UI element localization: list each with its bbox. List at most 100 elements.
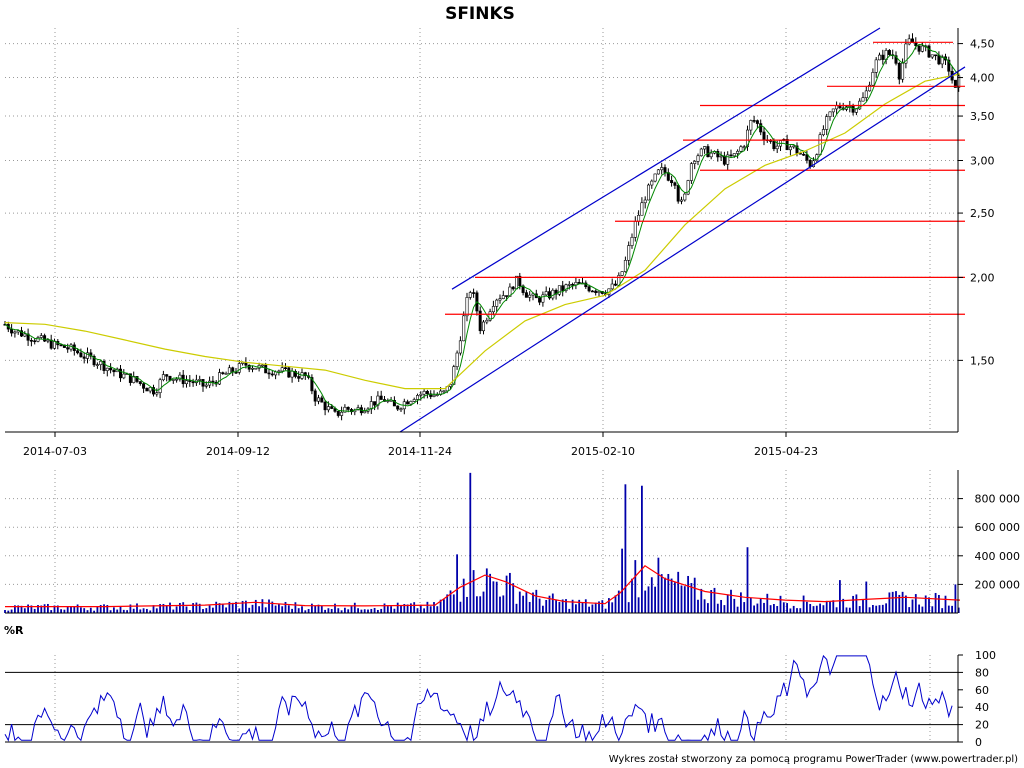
volume-bar <box>657 557 660 613</box>
candle-body <box>419 393 423 396</box>
volume-bar <box>667 573 670 613</box>
candle-body <box>864 90 868 98</box>
volume-bar <box>344 607 346 613</box>
candle-body <box>518 275 522 287</box>
candle-body <box>185 380 189 385</box>
candle-body <box>643 199 647 204</box>
volume-bar <box>301 606 303 613</box>
candle-body <box>478 310 482 332</box>
volume-bar <box>212 607 214 613</box>
price-x-tick-label: 2015-04-23 <box>754 445 818 458</box>
volume-bar <box>436 606 439 613</box>
volume-bar <box>944 595 947 613</box>
volume-bar <box>832 600 835 613</box>
price-y-ticks: 4,50 4,00 3,50 3,00 2,50 2,00 1,50 <box>958 38 995 367</box>
candle-body <box>218 372 222 385</box>
candle-body <box>511 286 515 290</box>
candle-body <box>772 140 776 150</box>
candle-body <box>755 120 759 124</box>
candle-body <box>247 364 251 370</box>
candle-body <box>267 372 271 375</box>
volume-bar <box>192 603 194 613</box>
candle-body <box>201 379 205 387</box>
candle-body <box>448 384 452 387</box>
volume-bar <box>377 609 379 613</box>
candle-body <box>739 146 743 152</box>
candle-body <box>399 408 403 411</box>
candle-body <box>86 352 90 359</box>
volume-bar <box>393 608 396 613</box>
volume-bar <box>809 603 812 613</box>
candle-body <box>881 54 885 60</box>
volume-bar <box>23 608 26 613</box>
candle-body <box>343 406 347 413</box>
candle-body <box>719 155 723 158</box>
volume-bar <box>578 599 581 613</box>
volume-bar <box>855 594 858 613</box>
volume-bar <box>10 609 13 613</box>
candle-body <box>455 352 459 367</box>
candle-body <box>293 371 297 377</box>
volume-bar <box>773 604 775 613</box>
candle-body <box>99 360 103 365</box>
candle-body <box>171 379 175 381</box>
candle-body <box>396 405 400 410</box>
candle-body <box>379 395 383 400</box>
volume-bar <box>320 605 323 613</box>
candle-body <box>646 184 650 201</box>
candle-body <box>43 335 47 342</box>
candle-body <box>564 284 568 291</box>
volume-bar <box>113 607 115 613</box>
volume-bar <box>535 589 538 613</box>
volume-bar <box>383 603 386 613</box>
volume-bar <box>334 603 336 613</box>
volume-bar <box>426 601 429 613</box>
candle-body <box>346 406 350 410</box>
volume-bar <box>733 598 736 613</box>
candle-body <box>415 395 419 400</box>
candle-body <box>465 297 469 317</box>
candle-body <box>224 373 228 375</box>
volume-bar <box>278 604 280 613</box>
candle-body <box>594 290 598 293</box>
volume-bar <box>763 602 765 613</box>
candle-body <box>699 148 703 157</box>
volume-bar <box>736 606 739 613</box>
candle-body <box>254 367 258 370</box>
candle-body <box>112 369 116 373</box>
volume-bar <box>175 606 178 613</box>
volume-bar <box>429 606 432 613</box>
volume-bar <box>268 599 270 613</box>
candle-body <box>13 331 17 334</box>
volume-bar <box>363 609 366 613</box>
candle-body <box>432 394 436 397</box>
volume-bar <box>571 599 574 613</box>
volume-bar <box>872 605 874 613</box>
volume-bar <box>466 596 468 613</box>
candle-body <box>442 390 446 393</box>
volume-bar <box>337 608 340 613</box>
price-y-tick-label: 2,50 <box>970 207 995 220</box>
volume-bar <box>413 602 416 613</box>
volume-bar <box>459 601 462 613</box>
volume-bar <box>789 608 792 613</box>
volume-bar <box>254 599 257 613</box>
price-y-tick-label: 4,50 <box>970 38 995 51</box>
volume-bar <box>238 608 241 613</box>
volume-y-ticks: 800 000 600 000 400 000 200 000 <box>958 493 1020 591</box>
volume-bar <box>228 601 231 613</box>
candle-body <box>901 62 905 80</box>
volume-bar <box>179 602 181 613</box>
candle-body <box>736 150 740 154</box>
candle-body <box>191 381 195 384</box>
volume-bar <box>654 586 656 613</box>
candle-body <box>498 298 502 301</box>
volume-bar <box>245 600 247 613</box>
volume-bar <box>753 605 755 613</box>
volume-bar <box>819 603 821 613</box>
volume-bar <box>30 605 33 613</box>
volume-bar <box>617 590 620 613</box>
candle-body <box>175 378 179 381</box>
volume-bar <box>14 605 16 613</box>
candle-body <box>138 381 142 384</box>
